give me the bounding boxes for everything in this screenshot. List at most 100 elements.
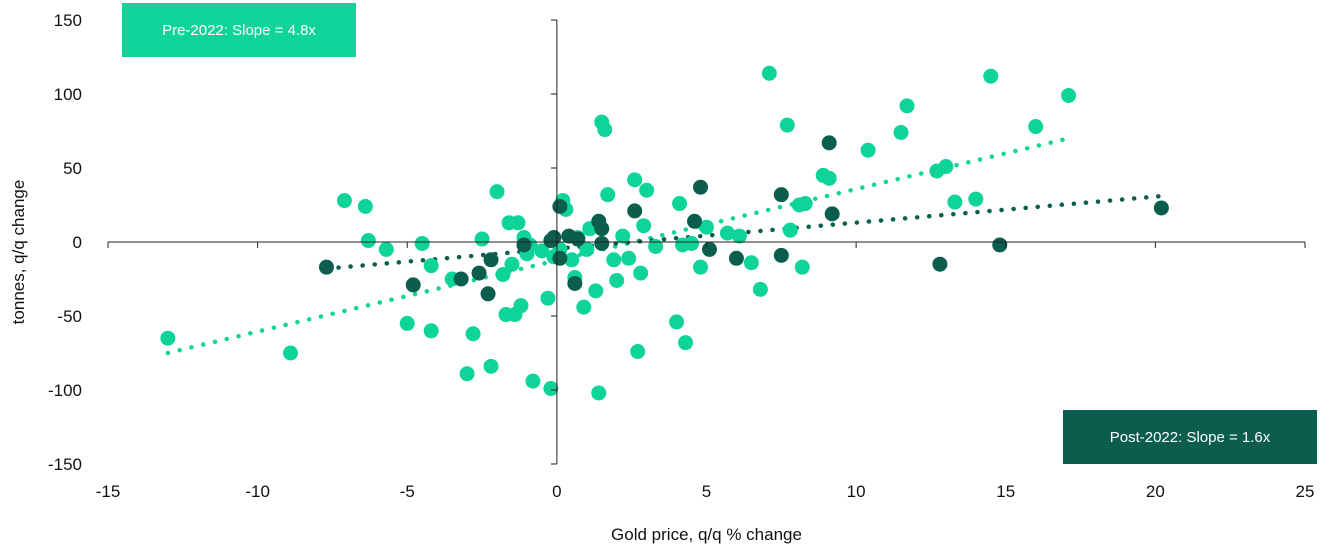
post-2022-point [824, 206, 840, 222]
post-2022-point [687, 213, 703, 229]
pre-2022-point [495, 267, 511, 283]
pre-2022-point [504, 256, 520, 272]
post-2022-slope-annotation: Post-2022: Slope = 1.6x [1063, 410, 1317, 464]
x-tick-label: 0 [552, 482, 561, 501]
x-tick-label: 5 [702, 482, 711, 501]
post-2022-point [570, 231, 586, 247]
pre-2022-point [525, 373, 541, 389]
y-tick-label: -100 [48, 381, 82, 400]
pre-2022-point [782, 222, 798, 238]
pre-2022-point [699, 219, 714, 235]
y-tick-label: -150 [48, 455, 82, 474]
pre-2022-point [779, 117, 795, 133]
pre-2022-point [648, 238, 664, 254]
pre-2022-point [609, 272, 625, 288]
post-2022-point [483, 252, 499, 268]
x-tick-label: 15 [996, 482, 1015, 501]
x-tick-marks [107, 242, 1306, 248]
pre-2022-point [588, 283, 604, 299]
pre-2022-point [615, 228, 631, 244]
post-2022-point [516, 237, 532, 253]
x-tick-label: 25 [1296, 482, 1315, 501]
pre-2022-point [336, 193, 352, 209]
pre-2022-point [630, 344, 646, 360]
post-2022-point [594, 235, 610, 251]
y-tick-label: -50 [57, 307, 82, 326]
pre-2022-point [983, 68, 999, 84]
pre-2022-point [483, 358, 499, 374]
pre-2022-point [761, 65, 777, 81]
post-2022-point [546, 230, 562, 246]
pre-2022-point [821, 170, 837, 186]
pre-2022-slope-label: Pre-2022: Slope = 4.8x [162, 21, 316, 39]
pre-2022-point [534, 243, 550, 259]
post-2022-point [773, 247, 789, 263]
trendlines [165, 136, 1164, 356]
data-points [160, 65, 1169, 401]
pre-2022-point [576, 299, 592, 315]
pre-2022-point [621, 250, 637, 266]
pre-2022-point [968, 191, 984, 207]
pre-2022-point [684, 235, 700, 251]
pre-2022-point [636, 218, 652, 234]
post-2022-point [728, 250, 744, 266]
post-2022-point [480, 286, 496, 302]
pre-2022-point [606, 252, 622, 268]
post-2022-point [594, 221, 610, 237]
pre-2022-point [414, 235, 430, 251]
pre-2022-point [938, 159, 954, 175]
pre-2022-point [794, 259, 810, 275]
pre-2022-point [743, 255, 759, 271]
pre-2022-point [510, 215, 526, 231]
pre-2022-point [597, 122, 613, 138]
post-2022-point [701, 241, 717, 257]
post-2022-point [552, 250, 568, 266]
pre-2022-point [423, 258, 439, 274]
post-2022-point [405, 277, 421, 293]
post-2022-point [627, 203, 643, 219]
pre-2022-point [627, 172, 643, 188]
pre-2022-point [899, 98, 915, 114]
pre-2022-point [1061, 87, 1077, 103]
y-tick-marks [550, 19, 557, 465]
pre-2022-point [459, 366, 475, 382]
pre-2022-point [600, 187, 616, 203]
y-tick-label: 100 [54, 85, 82, 104]
x-axis-title: Gold price, q/q % change [611, 525, 802, 544]
y-tick-label: 150 [54, 11, 82, 30]
post-2022-point [471, 265, 487, 281]
pre-2022-point [543, 381, 559, 397]
x-tick-label: -5 [400, 482, 415, 501]
post-2022-point [318, 259, 334, 275]
pre-2022-point [423, 323, 439, 339]
pre-2022-slope-annotation: Pre-2022: Slope = 4.8x [122, 3, 356, 57]
axes [107, 19, 1306, 465]
pre-2022-point [672, 196, 688, 212]
pre-2022-point [474, 231, 490, 247]
pre-2022-point [399, 315, 415, 331]
pre-2022-point [564, 252, 580, 268]
x-tick-label: -15 [96, 482, 121, 501]
pre-2022-point [752, 281, 768, 297]
post-2022-point [932, 256, 948, 272]
pre-2022-point [513, 298, 529, 314]
pre-2022-point [489, 184, 505, 200]
y-tick-label: 0 [73, 233, 82, 252]
post-2022-point [992, 237, 1008, 253]
pre-2022-point [283, 345, 299, 361]
post-2022-point [821, 135, 837, 151]
pre-2022-point [693, 259, 709, 275]
post-2022-point [567, 275, 583, 291]
post-2022-point [693, 179, 709, 195]
pre-2022-point [860, 142, 876, 158]
pre-2022-point [947, 194, 963, 210]
post-2022-point [773, 187, 789, 203]
pre-2022-point [678, 335, 694, 351]
x-tick-label: 20 [1146, 482, 1165, 501]
pre-2022-point [893, 124, 909, 140]
pre-2022-point [360, 233, 376, 249]
pre-2022-point [639, 182, 655, 198]
pre-2022-point [357, 198, 373, 214]
pre-2022-point [719, 225, 735, 241]
